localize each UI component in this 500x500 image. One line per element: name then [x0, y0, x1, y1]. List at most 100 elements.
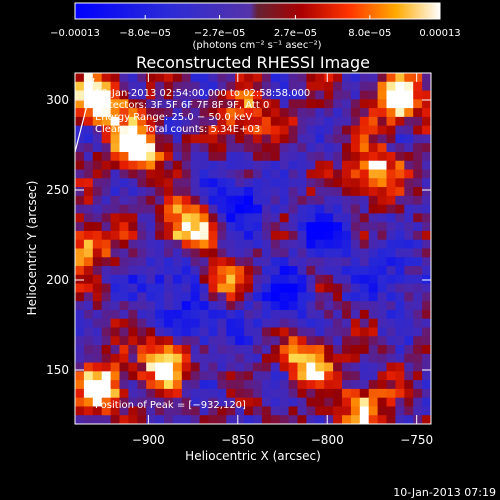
heatmap-cell: [306, 406, 316, 416]
heatmap-cell: [75, 134, 85, 144]
heatmap-cell: [155, 134, 165, 144]
heatmap-cell: [172, 380, 183, 390]
heatmap-cell: [92, 151, 103, 162]
heatmap-cell: [324, 187, 334, 197]
heatmap-cell: [386, 116, 396, 127]
heatmap-cell: [279, 116, 290, 127]
heatmap-cell: [395, 187, 405, 197]
heatmap-cell: [181, 257, 192, 267]
heatmap-cell: [172, 301, 183, 311]
heatmap-cell: [164, 345, 174, 355]
heatmap-cell: [164, 362, 174, 372]
heatmap-cell: [350, 81, 361, 92]
heatmap-cell: [75, 222, 85, 232]
heatmap-cell: [386, 406, 396, 416]
heatmap-cell: [190, 388, 201, 399]
heatmap-cell: [172, 143, 183, 153]
heatmap-cell: [128, 292, 138, 302]
heatmap-cell: [395, 336, 405, 346]
heatmap-cell: [253, 388, 263, 399]
heatmap-cell: [404, 380, 414, 390]
heatmap-cell: [101, 380, 112, 390]
heatmap-cell: [181, 301, 192, 311]
heatmap-cell: [253, 362, 263, 372]
heatmap-cell: [359, 125, 370, 136]
heatmap-cell: [368, 353, 379, 364]
heatmap-cell: [404, 73, 414, 83]
heatmap-cell: [146, 283, 156, 293]
heatmap-cell: [386, 336, 396, 346]
heatmap-cell: [324, 274, 334, 285]
heatmap-cell: [315, 292, 325, 302]
heatmap-cell: [368, 81, 379, 92]
heatmap-cell: [368, 397, 379, 408]
heatmap-cell: [306, 336, 316, 346]
heatmap-cell: [164, 204, 174, 215]
heatmap-cell: [199, 134, 210, 144]
heatmap-cell: [368, 257, 379, 267]
heatmap-cell: [164, 371, 174, 381]
heatmap-cell: [288, 380, 299, 390]
heatmap-cell: [164, 406, 174, 416]
heatmap-cell: [92, 336, 103, 346]
heatmap-cell: [172, 90, 183, 100]
heatmap-cell: [288, 336, 299, 346]
heatmap-cell: [342, 266, 352, 276]
heatmap-cell: [199, 143, 210, 153]
heatmap-cell: [208, 274, 218, 285]
heatmap-cell: [119, 371, 129, 381]
heatmap-cell: [119, 143, 129, 153]
heatmap-cell: [377, 213, 388, 223]
heatmap-cell: [350, 73, 361, 83]
heatmap-cell: [101, 371, 112, 381]
heatmap-cell: [226, 257, 236, 267]
heatmap-cell: [422, 336, 431, 346]
heatmap-cell: [413, 336, 423, 346]
heatmap-cell: [137, 318, 147, 329]
heatmap-cell: [297, 116, 307, 127]
heatmap-cell: [288, 204, 299, 215]
heatmap-cell: [181, 406, 192, 416]
heatmap-cell: [128, 345, 138, 355]
heatmap-cell: [315, 134, 325, 144]
heatmap-cell: [137, 353, 147, 364]
heatmap-cell: [110, 327, 121, 337]
heatmap-cell: [235, 274, 245, 285]
heatmap-cell: [279, 81, 290, 92]
colorbar-tick-label: −8.0e−05: [119, 28, 171, 39]
heatmap-cell: [395, 274, 405, 285]
heatmap-cell: [306, 230, 316, 241]
heatmap-cell: [146, 301, 156, 311]
heatmap-cell: [155, 257, 165, 267]
heatmap-cell: [404, 388, 414, 399]
heatmap-cell: [261, 213, 272, 223]
heatmap-cell: [422, 134, 431, 144]
heatmap-cell: [164, 301, 174, 311]
heatmap-cell: [386, 388, 396, 399]
y-tick-label: 150: [46, 363, 69, 377]
plot-frame: [74, 72, 432, 425]
heatmap-cell: [92, 353, 103, 364]
heatmap-cell: [350, 257, 361, 267]
heatmap-cell: [235, 292, 245, 302]
heatmap-cell: [261, 143, 272, 153]
heatmap-cell: [368, 371, 379, 381]
heatmap-cell: [226, 73, 236, 83]
heatmap-cell: [270, 257, 281, 267]
heatmap-cell: [190, 266, 201, 276]
heatmap-cell: [386, 371, 396, 381]
heatmap-cell: [235, 230, 245, 241]
heatmap-cell: [333, 283, 343, 293]
heatmap-cell: [279, 195, 290, 206]
heatmap-cell: [297, 108, 307, 118]
heatmap-cell: [75, 187, 85, 197]
heatmap-cell: [342, 125, 352, 136]
heatmap-cell: [110, 222, 121, 232]
heatmap-cell: [279, 178, 290, 188]
heatmap-cell: [164, 169, 174, 179]
heatmap-cell: [110, 116, 121, 127]
heatmap-cell: [261, 169, 272, 179]
heatmap-cell: [208, 187, 218, 197]
heatmap-cell: [404, 353, 414, 364]
heatmap-cell: [217, 318, 227, 329]
